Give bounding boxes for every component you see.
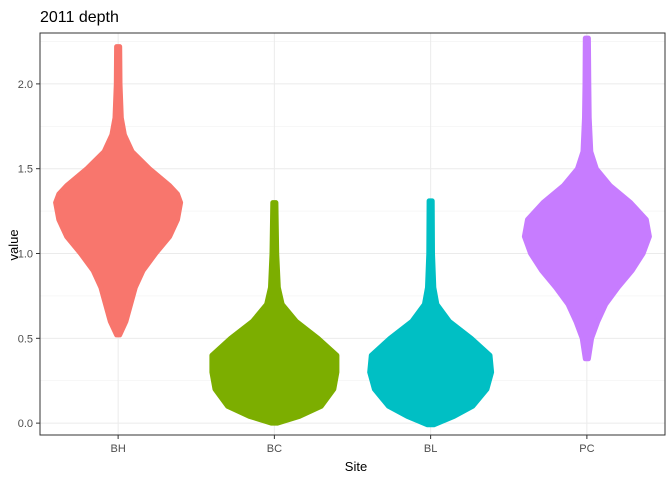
- y-tick-label: 0.0: [18, 418, 33, 430]
- y-axis-title: value: [6, 229, 21, 260]
- x-tick-label-bl: BL: [424, 443, 437, 455]
- violin-bl: [367, 198, 495, 428]
- x-axis-title: Site: [345, 459, 367, 474]
- y-tick-label: 1.5: [18, 164, 33, 176]
- y-tick-label: 0.5: [18, 333, 33, 345]
- plot-area: 0.0 0.5 1.0 1.5 2.0 BH BC BL PC: [18, 32, 666, 455]
- y-tick-label: 2.0: [18, 79, 33, 91]
- chart-title: 2011 depth: [40, 9, 119, 26]
- violin-pc: [521, 35, 652, 362]
- x-tick-label-bc: BC: [267, 443, 282, 455]
- y-tick-label: 1.0: [18, 249, 33, 261]
- violin-bc: [209, 200, 340, 426]
- panel-border: [39, 32, 666, 436]
- violin-bh: [53, 44, 184, 338]
- x-tick-label-pc: PC: [579, 443, 594, 455]
- x-tick-label-bh: BH: [110, 443, 125, 455]
